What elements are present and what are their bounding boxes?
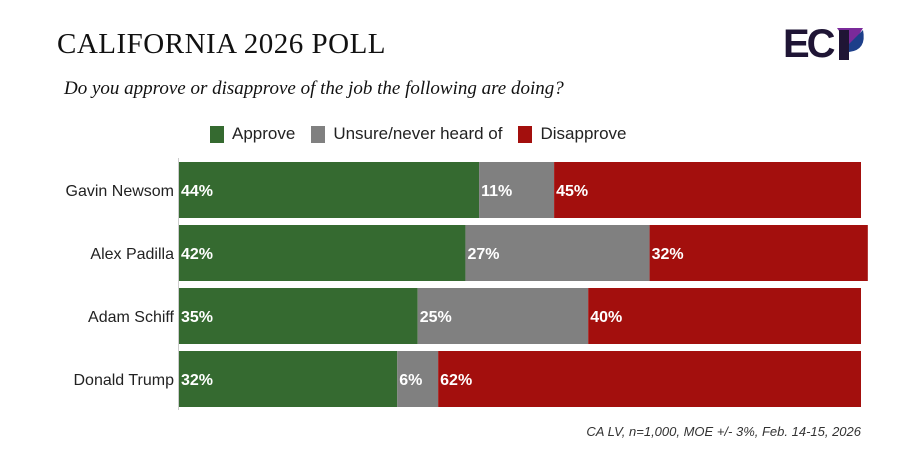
data-label: 32% — [652, 246, 684, 263]
data-label: 40% — [590, 309, 622, 326]
legend: Approve Unsure/never heard of Disapprove — [210, 124, 642, 144]
data-label: 25% — [420, 309, 452, 326]
chart-title: CALIFORNIA 2026 POLL — [57, 28, 387, 60]
legend-label: Disapprove — [540, 124, 627, 143]
category-label: Adam Schiff — [88, 309, 175, 326]
svg-text:EC: EC — [783, 22, 835, 62]
bar-segment — [438, 351, 861, 407]
bar-segment — [179, 225, 466, 281]
bar-segment — [479, 162, 555, 218]
category-label: Donald Trump — [74, 372, 175, 389]
bar-segment — [179, 351, 398, 407]
legend-swatch — [210, 125, 224, 143]
data-label: 44% — [181, 183, 213, 200]
data-label: 27% — [467, 246, 499, 263]
bar-segment — [465, 225, 650, 281]
legend-label: Approve — [232, 124, 296, 143]
data-label: 11% — [481, 183, 512, 200]
y-axis-line — [178, 158, 179, 410]
category-label: Gavin Newsom — [66, 183, 174, 200]
legend-item: Disapprove — [518, 124, 626, 144]
data-label: 6% — [399, 372, 422, 389]
data-label: 35% — [181, 309, 213, 326]
legend-swatch — [311, 125, 326, 143]
bar-segment — [179, 162, 480, 218]
data-label: 42% — [181, 246, 213, 263]
bar-segment — [417, 288, 589, 344]
data-label: 32% — [181, 372, 213, 389]
ecp-logo: EC — [783, 22, 864, 62]
footnote: CA LV, n=1,000, MOE +/- 3%, Feb. 14-15, … — [586, 424, 861, 439]
data-label: 45% — [556, 183, 588, 200]
data-label: 62% — [440, 372, 472, 389]
bar-segment — [554, 162, 861, 218]
bar-segment — [649, 225, 868, 281]
legend-item: Unsure/never heard of — [311, 124, 502, 144]
legend-swatch — [518, 125, 533, 143]
legend-label: Unsure/never heard of — [333, 124, 503, 143]
bar-segment — [179, 288, 418, 344]
legend-item: Approve — [210, 124, 295, 144]
bar-segment — [588, 288, 861, 344]
bar-segment — [397, 351, 439, 407]
category-label: Alex Padilla — [90, 246, 174, 263]
chart-subtitle: Do you approve or disapprove of the job … — [64, 78, 564, 99]
